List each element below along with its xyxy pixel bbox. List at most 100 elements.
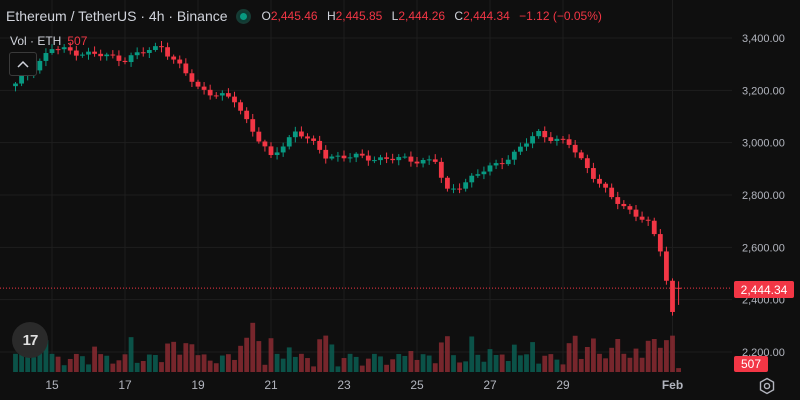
volume-bar <box>262 364 268 372</box>
collapse-legend-button[interactable] <box>9 52 37 76</box>
volume-bar <box>566 343 572 372</box>
volume-bar <box>493 354 499 372</box>
volume-bar <box>408 351 414 372</box>
candle-body <box>146 49 152 53</box>
volume-bar <box>481 361 487 372</box>
candle-body <box>73 50 79 56</box>
market-status-icon <box>237 10 249 22</box>
volume-bar <box>584 347 590 372</box>
volume-bar <box>146 354 152 372</box>
y-tick-label: 3,200.00 <box>742 85 785 97</box>
volume-bar <box>347 353 353 372</box>
candle-body <box>645 219 651 221</box>
candle-body <box>323 149 329 159</box>
volume-bar <box>55 356 61 372</box>
candle-body <box>305 136 310 139</box>
gear-icon[interactable] <box>758 377 776 395</box>
volume-legend[interactable]: Vol · ETH 507 <box>10 34 87 48</box>
volume-bar <box>195 355 201 372</box>
candle-body <box>445 177 450 189</box>
volume-bar <box>140 361 146 372</box>
ohlc-values: O2,445.46 H2,445.85 L2,444.26 C2,444.34 … <box>256 9 602 23</box>
candle-body <box>603 183 608 188</box>
volume-bar <box>43 340 49 372</box>
volume-bar <box>299 353 304 372</box>
candle-body <box>432 159 438 162</box>
volume-bar <box>591 338 596 372</box>
time-axis <box>0 372 800 400</box>
symbol-legend: Ethereum / TetherUS · 4h · Binance O2,44… <box>6 8 602 24</box>
volume-bar <box>609 347 615 372</box>
candle-body <box>627 206 633 210</box>
volume-bar <box>232 359 237 372</box>
candle-body <box>171 56 177 60</box>
open-value: 2,445.46 <box>270 9 318 23</box>
last-price-badge: 2,444.34 <box>734 281 794 298</box>
volume-bar <box>305 358 310 372</box>
volume-bar <box>104 355 110 372</box>
volume-bar <box>323 335 329 372</box>
candle-body <box>67 47 73 51</box>
candle-body <box>578 152 584 159</box>
candle-body <box>226 93 231 97</box>
volume-bar <box>457 362 462 372</box>
candle-body <box>92 51 97 54</box>
change-value: −1.12 (−0.05%) <box>519 9 602 23</box>
candle-body <box>98 53 104 57</box>
volume-bar <box>645 340 651 372</box>
candle-body <box>481 171 487 175</box>
candle-body <box>110 54 116 56</box>
candle-body <box>359 153 365 156</box>
candle-body <box>55 49 61 51</box>
volume-bar <box>189 344 195 372</box>
candle-body <box>609 187 615 198</box>
volume-bar <box>213 363 219 372</box>
candle-body <box>37 60 43 71</box>
volume-bar <box>414 359 420 372</box>
volume-bar <box>292 356 298 372</box>
volume-bar <box>451 355 456 372</box>
candle-body <box>189 73 195 82</box>
volume-bar <box>207 360 213 372</box>
candle-body <box>256 131 262 142</box>
symbol-title[interactable]: Ethereum / TetherUS · 4h · Binance <box>6 8 228 24</box>
candle-body <box>159 46 164 48</box>
volume-bar <box>657 347 663 372</box>
x-tick-label: 15 <box>45 378 59 392</box>
x-tick-label: 19 <box>191 378 205 392</box>
candle-body <box>487 165 493 172</box>
volume-bar <box>487 349 493 372</box>
candle-body <box>524 143 529 147</box>
volume-bar <box>274 353 280 372</box>
volume-bar <box>603 358 608 372</box>
candle-body <box>61 47 67 50</box>
candle-body <box>566 139 572 145</box>
candle-body <box>554 138 560 141</box>
low-value: 2,444.26 <box>398 9 446 23</box>
volume-bar <box>402 355 408 372</box>
y-tick-label: 2,800.00 <box>742 190 785 202</box>
candle-body <box>396 157 402 161</box>
candle-body <box>347 157 353 159</box>
candle-body <box>19 75 24 84</box>
candle-body <box>457 188 462 190</box>
candle-body <box>390 158 396 161</box>
volume-bar <box>86 364 91 372</box>
x-tick-label: 29 <box>556 378 570 392</box>
volume-bar <box>219 355 225 372</box>
candle-body <box>463 182 469 189</box>
candle-body <box>469 175 475 183</box>
candle-body <box>232 96 237 103</box>
tradingview-logo-icon[interactable]: 17 <box>12 322 48 358</box>
volume-bar <box>426 355 432 372</box>
volume-bar <box>670 335 675 372</box>
candle-body <box>213 95 219 97</box>
candle-body <box>311 138 316 141</box>
candle-body <box>134 52 140 56</box>
y-tick-label: 3,000.00 <box>742 138 785 150</box>
candle-body <box>299 131 304 137</box>
candle-body <box>43 53 49 61</box>
candle-body <box>292 131 298 138</box>
